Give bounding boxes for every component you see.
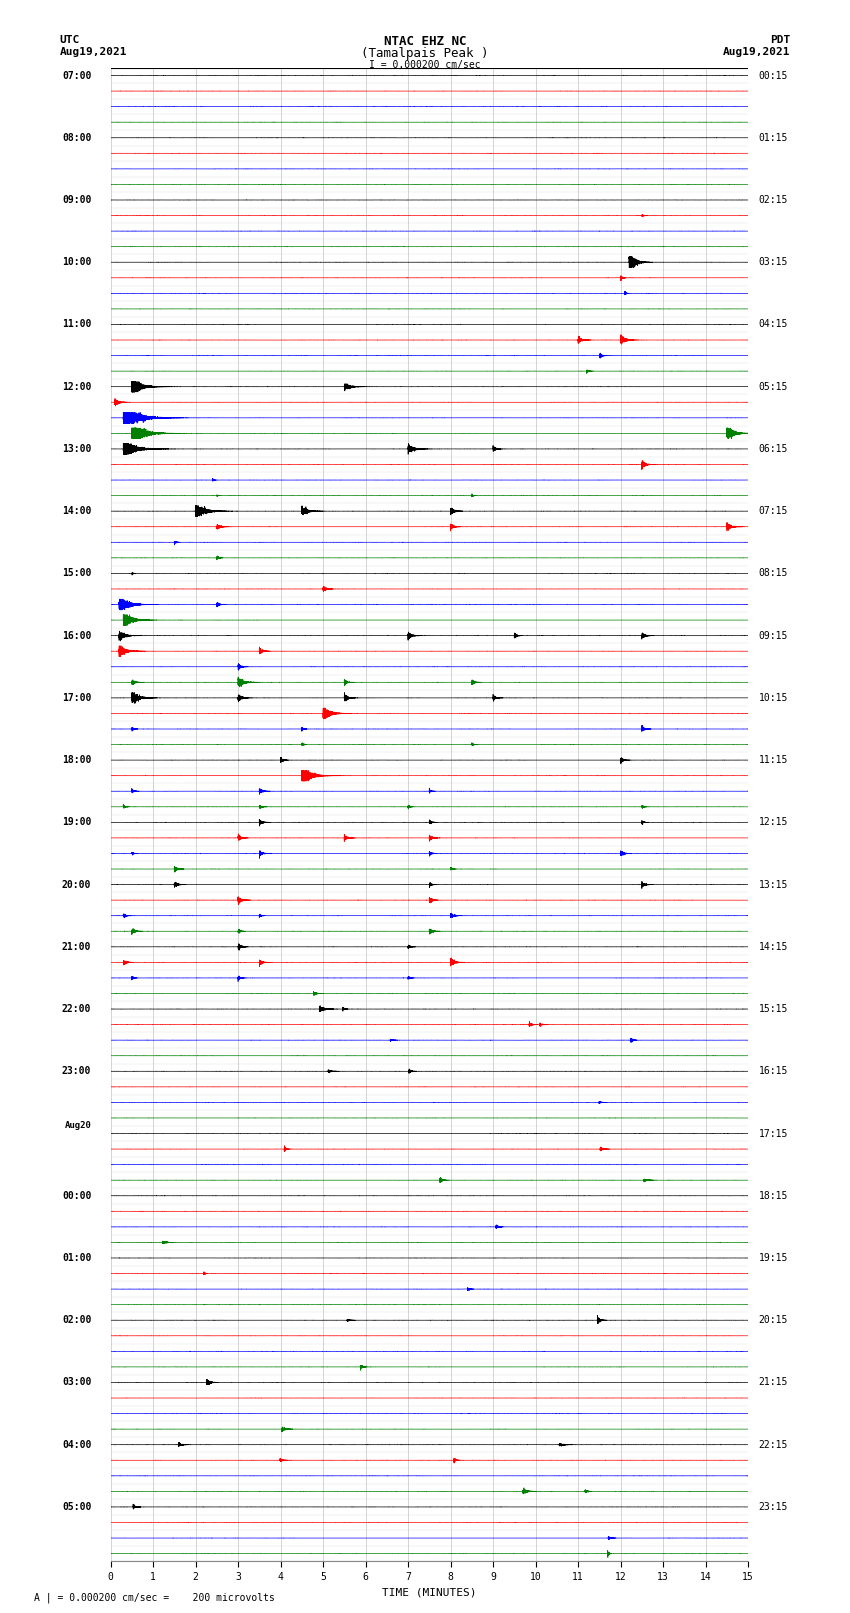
Text: 13:00: 13:00 xyxy=(62,444,91,453)
Text: 09:15: 09:15 xyxy=(758,631,788,640)
Text: UTC: UTC xyxy=(60,35,80,45)
Text: 10:00: 10:00 xyxy=(62,256,91,268)
Text: 14:15: 14:15 xyxy=(758,942,788,952)
Text: Aug19,2021: Aug19,2021 xyxy=(60,47,127,56)
Text: 02:00: 02:00 xyxy=(62,1315,91,1326)
Text: 17:15: 17:15 xyxy=(758,1129,788,1139)
X-axis label: TIME (MINUTES): TIME (MINUTES) xyxy=(382,1587,477,1597)
Text: 23:00: 23:00 xyxy=(62,1066,91,1076)
Text: 09:00: 09:00 xyxy=(62,195,91,205)
Text: 00:15: 00:15 xyxy=(758,71,788,81)
Text: I = 0.000200 cm/sec: I = 0.000200 cm/sec xyxy=(369,60,481,69)
Text: 01:15: 01:15 xyxy=(758,132,788,144)
Text: 15:15: 15:15 xyxy=(758,1003,788,1015)
Text: 21:00: 21:00 xyxy=(62,942,91,952)
Text: 01:00: 01:00 xyxy=(62,1253,91,1263)
Text: Aug20: Aug20 xyxy=(65,1121,91,1131)
Text: 05:00: 05:00 xyxy=(62,1502,91,1511)
Text: 07:15: 07:15 xyxy=(758,506,788,516)
Text: 16:15: 16:15 xyxy=(758,1066,788,1076)
Text: 12:15: 12:15 xyxy=(758,818,788,827)
Text: 20:15: 20:15 xyxy=(758,1315,788,1326)
Text: 16:00: 16:00 xyxy=(62,631,91,640)
Text: 08:00: 08:00 xyxy=(62,132,91,144)
Text: A | = 0.000200 cm/sec =    200 microvolts: A | = 0.000200 cm/sec = 200 microvolts xyxy=(34,1592,275,1603)
Text: Aug19,2021: Aug19,2021 xyxy=(723,47,791,56)
Text: 21:15: 21:15 xyxy=(758,1378,788,1387)
Text: 06:15: 06:15 xyxy=(758,444,788,453)
Text: 02:15: 02:15 xyxy=(758,195,788,205)
Text: 23:15: 23:15 xyxy=(758,1502,788,1511)
Text: PDT: PDT xyxy=(770,35,790,45)
Text: 14:00: 14:00 xyxy=(62,506,91,516)
Text: 15:00: 15:00 xyxy=(62,568,91,579)
Text: 13:15: 13:15 xyxy=(758,879,788,890)
Text: 11:15: 11:15 xyxy=(758,755,788,765)
Text: 20:00: 20:00 xyxy=(62,879,91,890)
Text: 08:15: 08:15 xyxy=(758,568,788,579)
Text: NTAC EHZ NC: NTAC EHZ NC xyxy=(383,35,467,48)
Text: 22:00: 22:00 xyxy=(62,1003,91,1015)
Text: 07:00: 07:00 xyxy=(62,71,91,81)
Text: 04:00: 04:00 xyxy=(62,1440,91,1450)
Text: 03:15: 03:15 xyxy=(758,256,788,268)
Text: 18:00: 18:00 xyxy=(62,755,91,765)
Text: 22:15: 22:15 xyxy=(758,1440,788,1450)
Text: 11:00: 11:00 xyxy=(62,319,91,329)
Text: 00:00: 00:00 xyxy=(62,1190,91,1200)
Text: 12:00: 12:00 xyxy=(62,382,91,392)
Text: 17:00: 17:00 xyxy=(62,694,91,703)
Text: (Tamalpais Peak ): (Tamalpais Peak ) xyxy=(361,47,489,60)
Text: 04:15: 04:15 xyxy=(758,319,788,329)
Text: 03:00: 03:00 xyxy=(62,1378,91,1387)
Text: 18:15: 18:15 xyxy=(758,1190,788,1200)
Text: 19:00: 19:00 xyxy=(62,818,91,827)
Text: 19:15: 19:15 xyxy=(758,1253,788,1263)
Text: 10:15: 10:15 xyxy=(758,694,788,703)
Text: 05:15: 05:15 xyxy=(758,382,788,392)
